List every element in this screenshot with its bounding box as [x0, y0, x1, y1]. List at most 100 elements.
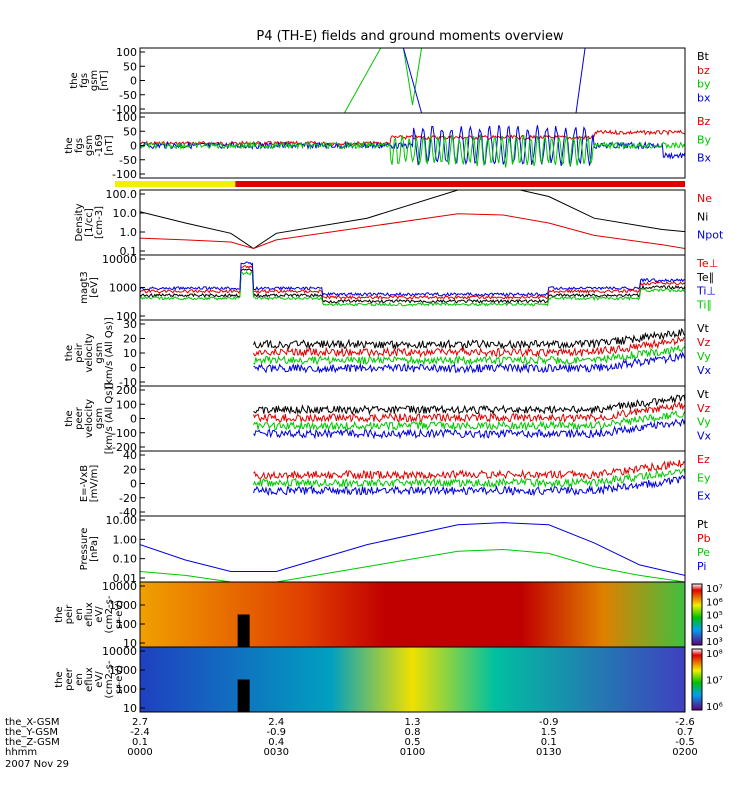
legend-pi: Pi: [697, 560, 706, 573]
ytick-label: 10: [123, 702, 137, 715]
ylabel-line: en: [74, 673, 85, 686]
peer_en-spectrogram: [140, 647, 685, 712]
x-axis-group: the_X-GSM 2.7 2.4 1.3 -0.9 -2.6 the_Y-GSM -2.4 -…: [5, 717, 698, 770]
ytick-label: -50: [119, 154, 137, 167]
colorbar-label: 10⁷: [706, 676, 723, 687]
panel-efield-data: [253, 459, 685, 497]
panel-pressure-data: [140, 522, 685, 582]
ylabel-line: en: [74, 608, 85, 621]
ylabel-line: [mV/m]: [89, 465, 100, 503]
ylabel-line: (cm2-s-: [104, 595, 115, 633]
ytick-label: 10000: [102, 253, 137, 266]
plot-title: P4 (TH-E) fields and ground moments over…: [256, 29, 564, 44]
ylabel-line: [1/cc]: [84, 208, 95, 237]
panel-pressure-frame: [139, 515, 686, 583]
legend-te∥: Te∥: [696, 271, 714, 284]
xaxis-value: -2.6: [675, 717, 695, 728]
ylabel-line: peir: [64, 604, 75, 624]
pressure-pe-trace: [140, 548, 685, 582]
panel-peer_en-frame: [139, 646, 686, 713]
panel-peer_vel-data: [253, 394, 685, 440]
ytick-label: 50: [123, 125, 137, 138]
peir_vel-trace-2: [253, 345, 685, 367]
panel-temp: 10000 1000 100 magt3[eV] Te⊥Te∥Ti⊥Ti∥: [79, 253, 718, 323]
panel-ylabel: E=-VxB[mV/m]: [79, 465, 100, 503]
colorbar: [691, 648, 703, 711]
ylabel-line: the: [64, 410, 75, 426]
xaxis-value: 0.7: [677, 727, 693, 738]
ytick-label: 50: [123, 60, 137, 73]
mode-bar-fast: [235, 181, 685, 187]
panel-ylabel: Density[1/cc][cm-3]: [74, 203, 105, 241]
density-ne-trace: [140, 213, 685, 250]
fgl-bz-trace: [140, 129, 685, 147]
legend-vz: Vz: [697, 402, 711, 415]
temp-trace-0: [140, 268, 685, 305]
ylabel-line: sr-eV): [114, 600, 125, 629]
panels-group: 100500-50-100thefgsgsm[nT]Btbzbybx100500…: [54, 46, 724, 715]
panel-ylabel: thepeerenefluxeV/(cm2-s-sr-eV): [54, 660, 125, 698]
xaxis-value: 0200: [672, 747, 697, 758]
ylabel-line: fgs: [79, 73, 90, 88]
panel-density: 100.0 10.0 1.0 0.1 Density[1/cc][cm-3] Ne Ni Np…: [74, 188, 724, 258]
xaxis-value: 0.5: [405, 737, 421, 748]
fgs-by-trace-2: [402, 48, 423, 106]
temp-trace-3: [140, 261, 685, 297]
legend-ni: Ni: [697, 210, 708, 223]
panel-temp-data: [140, 261, 685, 307]
ylabel-line: E=-VxB: [79, 465, 90, 502]
legend-ti∥: Ti∥: [696, 298, 712, 311]
panel-density-frame: [139, 189, 686, 256]
colorbar-label: 10⁵: [706, 611, 723, 622]
ytick-label: 10.00: [106, 514, 138, 527]
ytick-label: 10: [123, 347, 137, 360]
xaxis-value: -0.5: [675, 737, 695, 748]
panel-peer_en-data: [140, 647, 685, 712]
peir_en-gap: [237, 614, 250, 647]
xaxis-row-label: the_Y-GSM: [5, 727, 58, 738]
ytick-label: 0: [130, 413, 137, 426]
legend-ey: Ey: [697, 471, 711, 484]
ytick-label: 100.0: [106, 188, 138, 201]
ylabel-line: [nT]: [99, 70, 110, 90]
legend-vy: Vy: [697, 350, 711, 363]
xaxis-value: 0.4: [268, 737, 284, 748]
fgs-by-trace: [343, 48, 382, 113]
legend-bz: Bz: [697, 115, 711, 128]
ylabel-line: eV/: [94, 671, 105, 688]
ytick-label: 0: [130, 478, 137, 491]
panel-ylabel: magt3[eV]: [79, 271, 100, 304]
peer_vel-trace-2: [253, 410, 685, 432]
legend-vt: Vt: [697, 388, 710, 401]
legend-vx: Vx: [697, 364, 712, 377]
legend-ne: Ne: [697, 192, 712, 205]
panel-ylabel: thefgsgsm[nT]: [69, 70, 110, 91]
ylabel-line: gsm: [89, 70, 100, 91]
ytick-label: 0: [130, 362, 137, 375]
xaxis-value: 0.1: [541, 737, 557, 748]
peer_vel-trace-1: [253, 401, 685, 424]
temp-trace-2: [140, 271, 685, 307]
ytick-label: 20: [123, 463, 137, 476]
xaxis-value: 1.3: [405, 717, 421, 728]
legend-bx: bx: [697, 91, 711, 104]
ylabel-line: eflux: [84, 667, 95, 692]
ylabel-line: gsm: [94, 342, 105, 363]
ylabel-line: eV/: [94, 606, 105, 623]
xaxis-value: 0030: [264, 747, 289, 758]
legend-vt: Vt: [697, 322, 710, 335]
ylabel-line: (cm2-s-: [104, 660, 115, 698]
ytick-label: 1.0: [120, 226, 138, 239]
ylabel-line: [nPa]: [89, 536, 100, 562]
ytick-label: -40: [119, 506, 137, 519]
panel-ylabel: thepeirvelocitygsm[km/s (All Qs)]: [64, 317, 115, 389]
panel-density-data: [140, 190, 685, 250]
legend-ez: Ez: [697, 453, 710, 466]
panel-peer_en: 10000 1000 100 10 thepeerenefluxeV/(cm2-s-sr…: [54, 645, 723, 715]
ytick-label: 0.1: [120, 245, 138, 258]
